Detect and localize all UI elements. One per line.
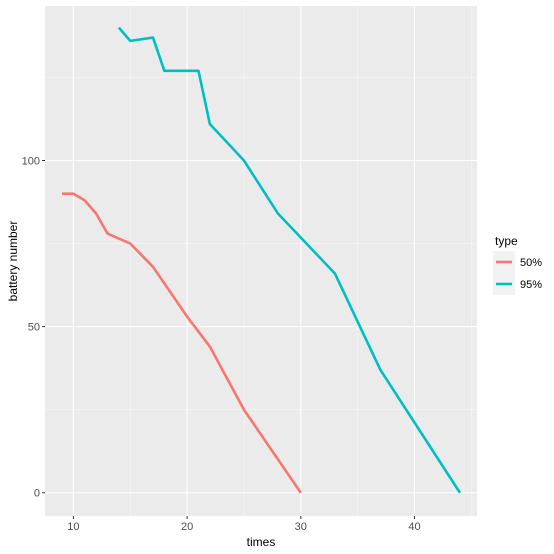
- x-tick-label: 20: [181, 521, 193, 533]
- series-line-2: [117, 26, 462, 494]
- y-tick-label: 0: [34, 488, 40, 500]
- series-line-1: [62, 192, 302, 494]
- legend-label: 50%: [520, 257, 542, 269]
- x-tick-label: 10: [67, 521, 79, 533]
- x-axis: 10 20 30 40: [67, 516, 421, 533]
- legend-label: 95%: [520, 279, 542, 291]
- plot-panel: [45, 6, 477, 516]
- x-tick-label: 30: [295, 521, 307, 533]
- y-axis-title: battery number: [6, 221, 20, 302]
- legend-title: type: [495, 234, 518, 248]
- series-lines: [62, 26, 462, 494]
- y-axis: 0 50 100: [22, 155, 45, 500]
- grid-major: [45, 6, 477, 516]
- y-tick-label: 50: [28, 322, 40, 334]
- legend: type 50% 95%: [493, 234, 542, 295]
- x-tick-label: 40: [408, 521, 420, 533]
- grid-minor: [45, 6, 477, 516]
- x-axis-title: times: [247, 535, 276, 549]
- y-tick-label: 100: [22, 155, 40, 167]
